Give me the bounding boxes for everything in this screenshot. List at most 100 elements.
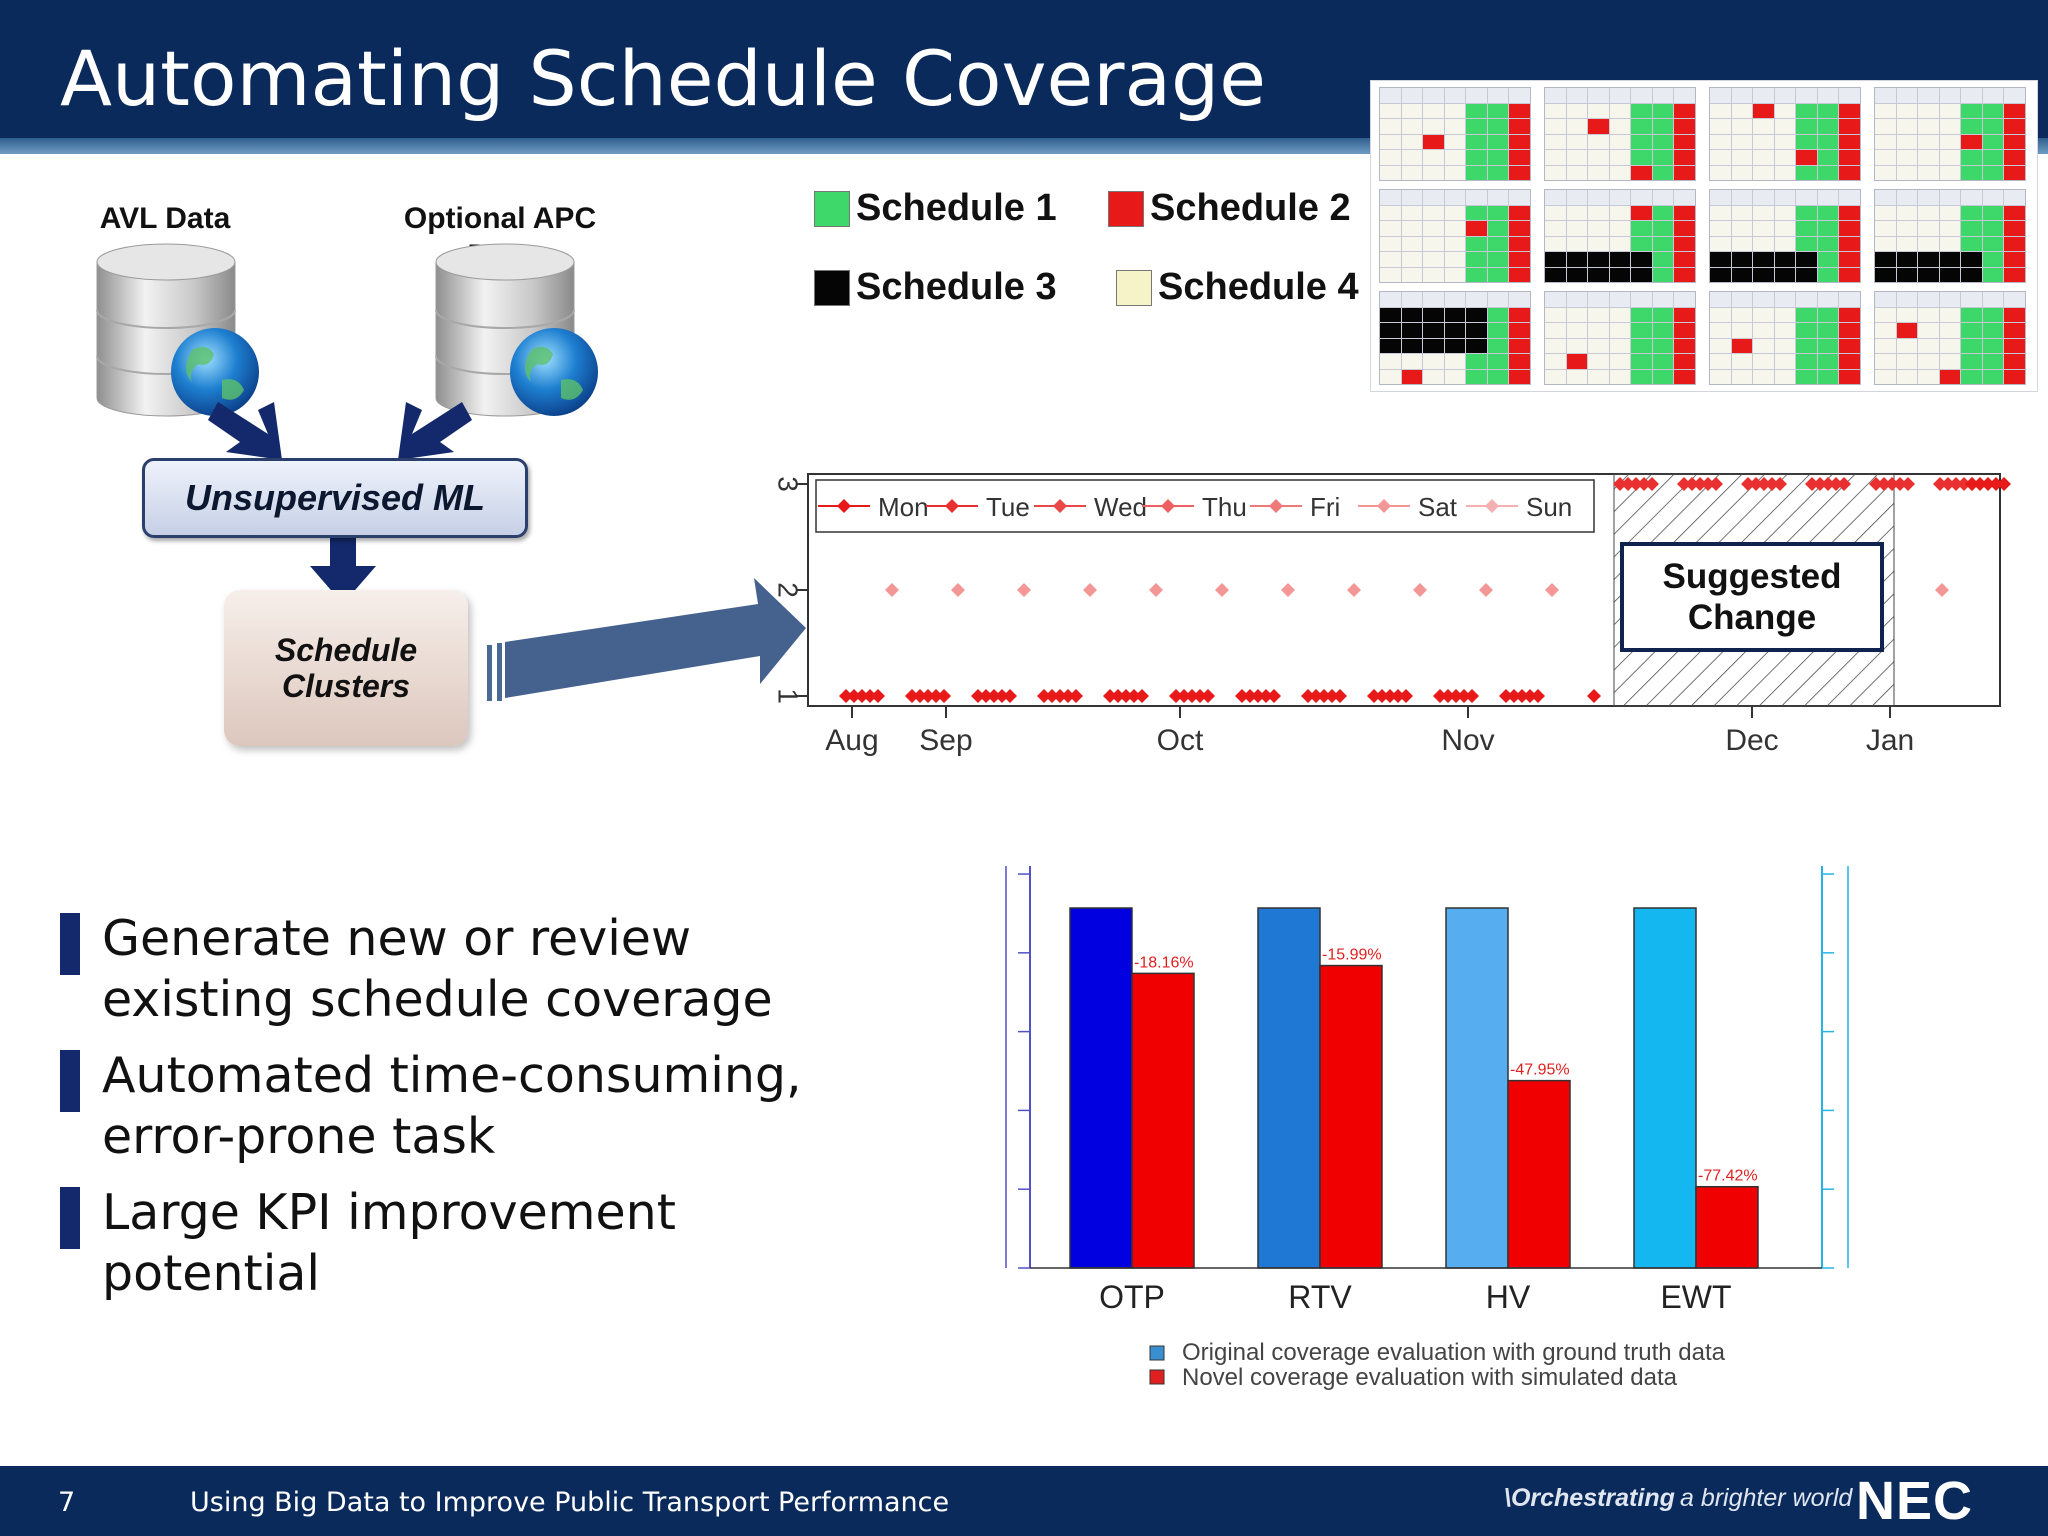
calendar-day [1875, 292, 1896, 307]
calendar-day [1896, 323, 1918, 338]
calendar-day [1545, 190, 1566, 205]
calendar-day [1380, 221, 1401, 236]
cluster-point [1399, 689, 1413, 703]
calendar-day [1487, 88, 1509, 103]
arrow-down-right-icon [208, 402, 282, 460]
cluster-point [1837, 477, 1851, 491]
calendar-month [1709, 87, 1861, 181]
calendar-day [1652, 338, 1674, 353]
calendar-day [1982, 323, 2004, 338]
arrow-down-icon [310, 530, 376, 604]
calendar-day [1774, 205, 1796, 220]
calendar-day [1631, 338, 1652, 353]
calendar-day [1652, 134, 1674, 149]
calendar-day [1401, 307, 1423, 322]
calendar-day [1731, 221, 1753, 236]
calendar-day [1753, 103, 1774, 118]
calendar-day [1796, 267, 1817, 282]
calendar-day [2004, 165, 2025, 180]
calendar-day [1774, 221, 1796, 236]
calendar-day [1875, 307, 1896, 322]
calendar-day [1774, 252, 1796, 267]
calendar-day [1796, 307, 1817, 322]
calendar-day [1774, 354, 1796, 369]
calendar-day [1545, 221, 1566, 236]
calendar-day [1652, 103, 1674, 118]
cluster-point [1821, 477, 1835, 491]
calendar-day [1731, 307, 1753, 322]
calendar-day [1939, 119, 1961, 134]
footer-title: Using Big Data to Improve Public Transpo… [190, 1487, 950, 1518]
calendar-day [1982, 236, 2004, 251]
calendar-day [1674, 134, 1695, 149]
cluster-point [921, 689, 935, 703]
calendar-day [1487, 119, 1509, 134]
cluster-point [1103, 689, 1117, 703]
cluster-point [1805, 477, 1819, 491]
calendar-day [1652, 267, 1674, 282]
calendar-day [1731, 354, 1753, 369]
calendar-day [1839, 190, 1860, 205]
calendar-day [1753, 205, 1774, 220]
calendar-day [1961, 119, 1982, 134]
calendar-day [1796, 190, 1817, 205]
cluster-point [945, 499, 959, 513]
calendar-day [1982, 252, 2004, 267]
bar-original [1069, 907, 1133, 1269]
cluster-point [1587, 689, 1601, 703]
cluster-point [1269, 499, 1283, 513]
calendar-day [1609, 119, 1631, 134]
calendar-day [1401, 205, 1423, 220]
calendar-day [1796, 338, 1817, 353]
calendar-day [1710, 134, 1731, 149]
cluster-point [1037, 689, 1051, 703]
calendar-day [1545, 205, 1566, 220]
calendar-day [1566, 119, 1588, 134]
cluster-point [1069, 689, 1083, 703]
calendar-day [1380, 267, 1401, 282]
calendar-day [1839, 119, 1860, 134]
calendar-day [1466, 323, 1487, 338]
bar-novel [1695, 1185, 1759, 1269]
y-tick-label: 3 [773, 476, 804, 492]
calendar-day [1674, 307, 1695, 322]
calendar-day [1401, 134, 1423, 149]
bar-original [1257, 907, 1321, 1269]
calendar-day [1731, 369, 1753, 384]
legend-label-original: Original coverage evaluation with ground… [1182, 1339, 1726, 1366]
calendar-day [1961, 307, 1982, 322]
calendar-day [1588, 103, 1609, 118]
calendar-day [1466, 354, 1487, 369]
calendar-day [1710, 205, 1731, 220]
calendar-day [1710, 323, 1731, 338]
calendar-day [1774, 267, 1796, 282]
tagline-prefix: \Orchestrating [1504, 1484, 1675, 1512]
calendar-day [1652, 205, 1674, 220]
calendar-day [1896, 165, 1918, 180]
calendar-day [1753, 150, 1774, 165]
calendar-day [1609, 292, 1631, 307]
calendar-day [1982, 221, 2004, 236]
calendar-day [1774, 119, 1796, 134]
calendar-day [1380, 150, 1401, 165]
calendar-day [1839, 134, 1860, 149]
calendar-day [1487, 134, 1509, 149]
cluster-point [1185, 689, 1199, 703]
cluster-point [1957, 477, 1971, 491]
x-tick-label: Nov [1441, 724, 1494, 757]
cluster-point [855, 689, 869, 703]
calendar-day [1631, 88, 1652, 103]
calendar-day [1796, 292, 1817, 307]
calendar-day [1753, 252, 1774, 267]
calendar-day [1588, 88, 1609, 103]
calendar-day [1466, 267, 1487, 282]
bar-data-label: -77.42% [1698, 1168, 1758, 1185]
calendar-day [1609, 88, 1631, 103]
calendar-day [1939, 267, 1961, 282]
calendar-day [1487, 205, 1509, 220]
category-label: RTV [1288, 1279, 1352, 1315]
calendar-day [1566, 369, 1588, 384]
calendar-day [1401, 252, 1423, 267]
calendar-day [1710, 119, 1731, 134]
calendar-day [1444, 236, 1466, 251]
